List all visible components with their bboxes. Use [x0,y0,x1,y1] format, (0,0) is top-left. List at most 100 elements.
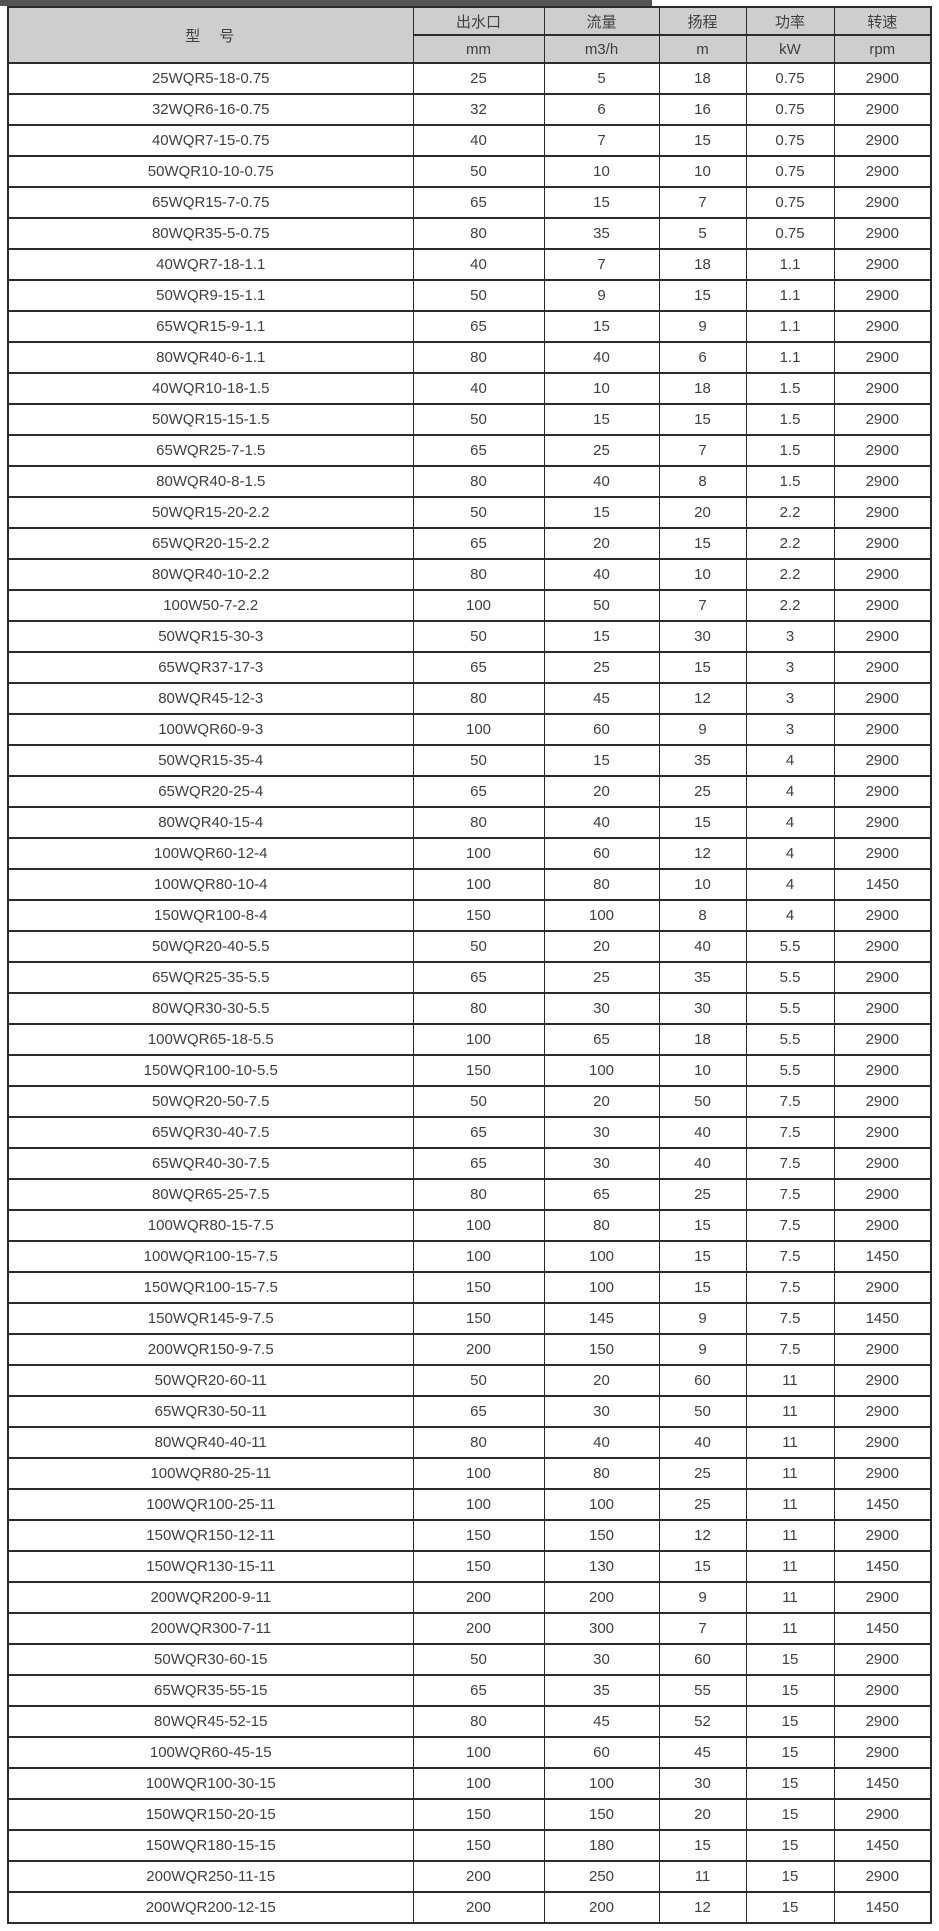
model-cell: 80WQR40-6-1.1 [7,341,414,374]
power-cell: 1.1 [745,310,835,343]
table-row: 200WQR200-12-15 200 200 12 15 1450 [7,1891,932,1924]
head-cell: 15 [658,1240,747,1273]
power-cell: 7.5 [745,1116,835,1149]
model-cell: 65WQR40-30-7.5 [7,1147,414,1180]
speed-cell: 2900 [833,1147,932,1180]
table-row: 65WQR40-30-7.5 65 30 40 7.5 2900 [7,1147,932,1180]
table-body: 25WQR5-18-0.75 25 5 18 0.75 2900 32WQR6-16-0.7… [7,62,932,1924]
power-cell: 11 [745,1488,835,1521]
model-cell: 65WQR30-50-11 [7,1395,414,1428]
power-cell: 15 [745,1798,835,1831]
table-row: 40WQR7-18-1.1 40 7 18 1.1 2900 [7,248,932,281]
power-cell: 7.5 [745,1240,835,1273]
speed-cell: 2900 [833,496,932,529]
outlet-cell: 80 [412,1178,545,1211]
speed-cell: 2900 [833,62,932,95]
speed-cell: 2900 [833,279,932,312]
power-cell: 11 [745,1612,835,1645]
model-cell: 100WQR80-10-4 [7,868,414,901]
outlet-cell: 150 [412,1271,545,1304]
model-cell: 80WQR40-8-1.5 [7,465,414,498]
outlet-cell: 100 [412,1736,545,1769]
table-row: 100WQR65-18-5.5 100 65 18 5.5 2900 [7,1023,932,1056]
head-cell: 30 [658,992,747,1025]
outlet-cell: 65 [412,775,545,808]
power-cell: 15 [745,1736,835,1769]
table-row: 65WQR37-17-3 65 25 15 3 2900 [7,651,932,684]
speed-cell: 1450 [833,1612,932,1645]
head-cell: 15 [658,124,747,157]
power-cell: 2.2 [745,558,835,591]
model-cell: 150WQR145-9-7.5 [7,1302,414,1335]
outlet-cell: 65 [412,651,545,684]
head-cell: 25 [658,1488,747,1521]
flow-cell: 10 [543,155,660,188]
speed-cell: 2900 [833,372,932,405]
table-row: 80WQR40-6-1.1 80 40 6 1.1 2900 [7,341,932,374]
flow-cell: 45 [543,1705,660,1738]
table-row: 100WQR80-10-4 100 80 10 4 1450 [7,868,932,901]
table-row: 80WQR40-10-2.2 80 40 10 2.2 2900 [7,558,932,591]
flow-cell: 65 [543,1178,660,1211]
head-cell: 6 [658,341,747,374]
model-cell: 80WQR30-30-5.5 [7,992,414,1025]
power-cell: 15 [745,1860,835,1893]
power-cell: 0.75 [745,186,835,219]
speed-cell: 2900 [833,775,932,808]
table-row: 100WQR100-30-15 100 100 30 15 1450 [7,1767,932,1800]
flow-cell: 15 [543,496,660,529]
table-row: 50WQR9-15-1.1 50 9 15 1.1 2900 [7,279,932,312]
power-cell: 11 [745,1519,835,1552]
model-cell: 40WQR7-18-1.1 [7,248,414,281]
speed-cell: 2900 [833,1674,932,1707]
flow-cell: 15 [543,186,660,219]
model-cell: 50WQR15-15-1.5 [7,403,414,436]
table-row: 50WQR20-50-7.5 50 20 50 7.5 2900 [7,1085,932,1118]
table-row: 150WQR145-9-7.5 150 145 9 7.5 1450 [7,1302,932,1335]
table-row: 65WQR20-15-2.2 65 20 15 2.2 2900 [7,527,932,560]
model-cell: 65WQR30-40-7.5 [7,1116,414,1149]
speed-cell: 2900 [833,1643,932,1676]
outlet-cell: 80 [412,1705,545,1738]
power-cell: 11 [745,1364,835,1397]
speed-cell: 2900 [833,1798,932,1831]
flow-cell: 7 [543,124,660,157]
speed-cell: 2900 [833,1736,932,1769]
speed-cell: 2900 [833,1395,932,1428]
speed-cell: 2900 [833,992,932,1025]
speed-cell: 2900 [833,558,932,591]
table-row: 65WQR15-7-0.75 65 15 7 0.75 2900 [7,186,932,219]
head-cell: 45 [658,1736,747,1769]
flow-cell: 15 [543,310,660,343]
flow-cell: 65 [543,1023,660,1056]
table-row: 100WQR60-9-3 100 60 9 3 2900 [7,713,932,746]
head-cell: 25 [658,775,747,808]
outlet-cell: 200 [412,1333,545,1366]
power-cell: 15 [745,1643,835,1676]
outlet-cell: 50 [412,1085,545,1118]
power-cell: 5.5 [745,1023,835,1056]
table-row: 100WQR100-25-11 100 100 25 11 1450 [7,1488,932,1521]
outlet-cell: 50 [412,744,545,777]
power-cell: 15 [745,1674,835,1707]
outlet-cell: 80 [412,806,545,839]
head-cell: 25 [658,1178,747,1211]
speed-cell: 2900 [833,1705,932,1738]
flow-cell: 200 [543,1581,660,1614]
flow-cell: 20 [543,1364,660,1397]
flow-cell: 15 [543,403,660,436]
table-row: 200WQR200-9-11 200 200 9 11 2900 [7,1581,932,1614]
model-cell: 100WQR80-25-11 [7,1457,414,1490]
table-row: 80WQR40-15-4 80 40 15 4 2900 [7,806,932,839]
model-cell: 65WQR20-25-4 [7,775,414,808]
power-cell: 7.5 [745,1333,835,1366]
speed-cell: 2900 [833,1364,932,1397]
table-row: 100WQR80-25-11 100 80 25 11 2900 [7,1457,932,1490]
outlet-cell: 65 [412,1674,545,1707]
head-cell: 9 [658,1333,747,1366]
head-cell: 15 [658,651,747,684]
power-cell: 11 [745,1395,835,1428]
table-row: 100WQR80-15-7.5 100 80 15 7.5 2900 [7,1209,932,1242]
head-cell: 10 [658,1054,747,1087]
head-cell: 9 [658,713,747,746]
